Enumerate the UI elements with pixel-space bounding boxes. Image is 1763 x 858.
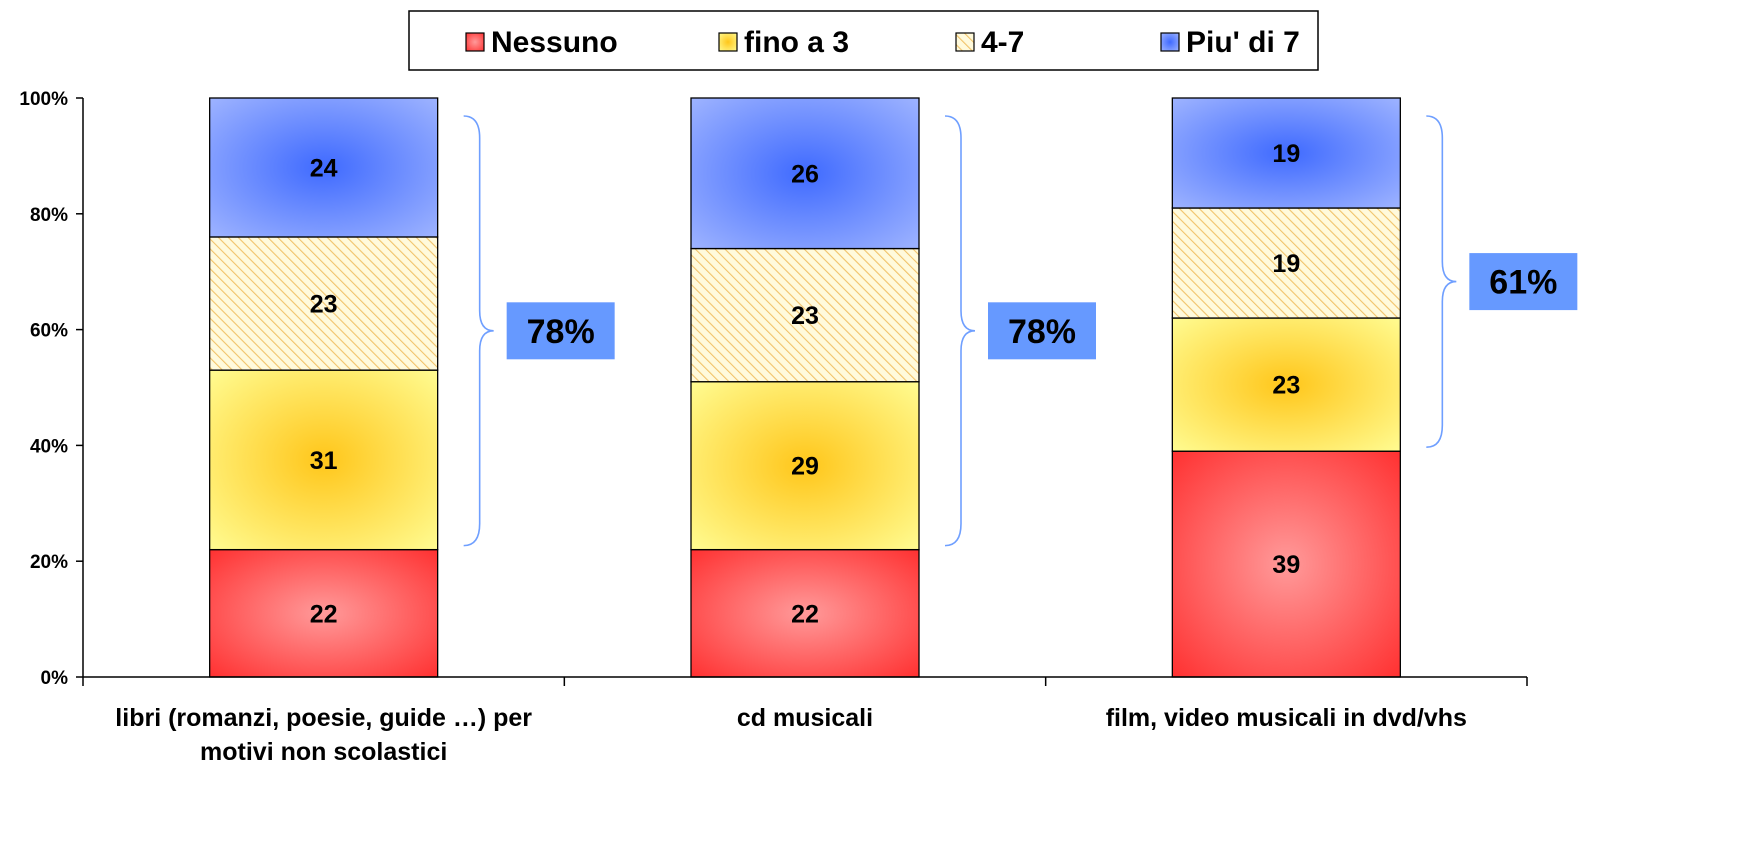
data-label: 19 [1272,140,1300,168]
data-label: 23 [310,291,338,319]
category-label: cd musicali [737,704,873,732]
annotation-box [988,302,1096,360]
y-tick-label: 80% [30,205,68,226]
bar-piu-di-7 [1171,97,1401,209]
data-label: 23 [791,302,819,330]
legend-swatch-nessuno [465,32,485,52]
bar-nessuno [690,548,920,678]
category-label: motivi non scolastici [200,738,447,766]
category-label: film, video musicali in dvd/vhs [1106,704,1467,732]
data-label: 22 [791,600,819,628]
data-label: 19 [1272,250,1300,278]
bar-fino-a-3 [209,369,439,551]
data-label: 23 [1272,372,1300,400]
annotation-label: 78% [527,313,595,351]
bar-4-7 [1171,207,1401,319]
data-label: 29 [791,453,819,481]
bar-piu-di-7 [690,97,920,250]
y-tick-label: 0% [41,668,69,689]
bar-piu-di-7 [209,97,439,238]
legend: Nessuno fino a 3 4-7 Piu' di 7 [408,10,1319,71]
y-axis: 0% 20% 40% 60% 80% 100% [19,89,84,689]
data-label: 22 [310,600,338,628]
legend-swatch-piu-di-7 [1160,32,1180,52]
bar-nessuno [209,548,439,678]
legend-swatch-4-7 [955,32,975,52]
category-label: libri (romanzi, poesie, guide …) per [115,704,532,732]
data-label: 39 [1272,551,1300,579]
legend-swatch-fino-a-3 [718,32,738,52]
data-label: 31 [310,447,338,475]
bracket [463,115,494,547]
y-tick-label: 20% [30,552,68,573]
bar-fino-a-3 [1171,317,1401,452]
bar-4-7 [209,236,439,371]
legend-label-4-7: 4-7 [981,26,1024,59]
y-tick-label: 60% [30,321,68,342]
annotation-label: 61% [1489,264,1557,302]
bar-4-7 [690,247,920,383]
legend-label-nessuno: Nessuno [491,26,618,59]
y-tick-label: 100% [19,89,68,110]
bars: 22 31 23 24 22 29 23 26 39 23 19 19 [209,97,1401,678]
data-label: 24 [310,154,338,182]
y-tick-label: 40% [30,436,68,457]
bar-nessuno [1171,450,1401,678]
bracket [1426,115,1457,448]
bracket-annotations: 78% 78% 61% [463,115,1578,547]
bar-fino-a-3 [690,381,920,551]
annotation-box [506,302,615,360]
annotation-label: 78% [1008,313,1076,351]
x-axis: libri (romanzi, poesie, guide …) per moti… [82,676,1528,766]
legend-label-piu-di-7: Piu' di 7 [1186,26,1300,59]
legend-label-fino-a-3: fino a 3 [744,26,849,59]
annotation-box [1469,253,1578,311]
bracket [944,115,976,547]
data-label: 26 [791,160,819,188]
